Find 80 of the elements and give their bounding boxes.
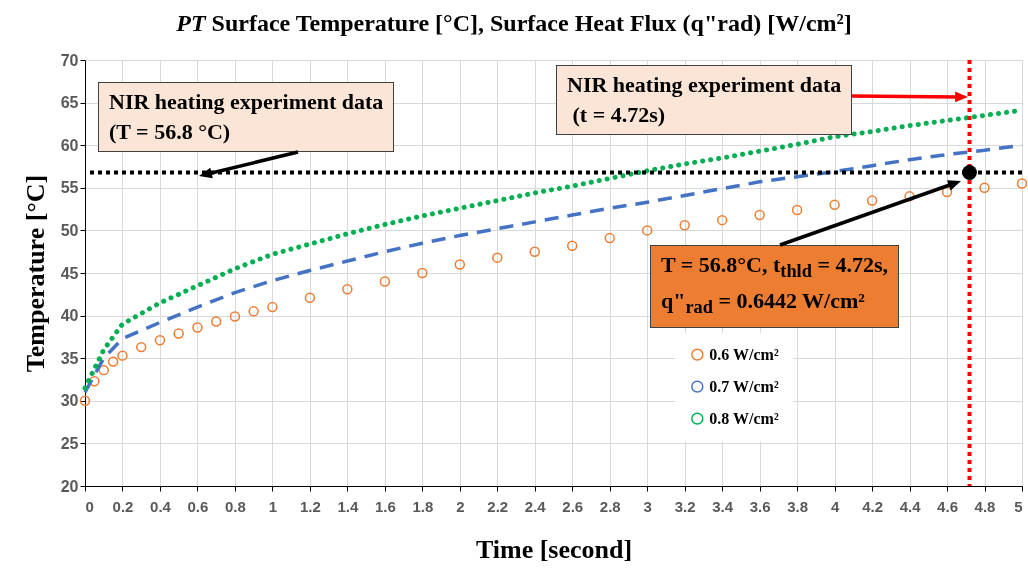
y-tick-label: 30: [60, 392, 79, 410]
legend-label: 0.8 W/cm²: [709, 409, 779, 427]
y-tick-label: 45: [60, 264, 79, 282]
point: [229, 311, 241, 322]
point: [248, 306, 259, 317]
point: [716, 214, 728, 226]
point: [304, 292, 316, 303]
x-axis-title: Time [second]: [475, 534, 633, 564]
x-tick-label: 0.6: [187, 497, 209, 515]
annotation: NIR heating experiment data (T = 56.8 °C): [109, 88, 384, 146]
y-tick-label: 25: [60, 434, 79, 452]
x-tick-label: 4.2: [862, 497, 884, 515]
point: [941, 186, 953, 198]
x-tick-label: 4.6: [937, 497, 958, 515]
y-tick-label: 50: [60, 221, 79, 239]
point: [754, 209, 765, 221]
point: [866, 195, 878, 206]
legend-label: 0.7 W/cm²: [709, 377, 779, 395]
point: [98, 364, 109, 376]
x-tick-label: 4.8: [974, 497, 996, 515]
point: [641, 225, 653, 236]
y-tick-label: 20: [60, 477, 79, 495]
point: [567, 240, 578, 251]
point: [79, 395, 91, 407]
point: [173, 328, 184, 339]
point: [791, 204, 803, 216]
y-tick-label: 70: [60, 51, 79, 69]
point: [904, 191, 915, 202]
x-tick-label: 0.2: [112, 497, 134, 515]
point: [154, 335, 166, 346]
x-tick-label: 1.2: [299, 497, 321, 515]
point: [604, 232, 615, 244]
legend-label: 0.6 W/cm²: [709, 345, 779, 363]
point: [117, 350, 128, 361]
x-tick-label: 2.6: [562, 497, 584, 515]
point: [89, 375, 100, 387]
x-tick-label: 1.6: [374, 497, 396, 515]
point: [1016, 178, 1028, 189]
x-tick-label: 4: [830, 497, 840, 515]
point: [492, 252, 503, 263]
x-tick-label: 3: [643, 497, 652, 515]
x-tick-label: 2.4: [524, 497, 547, 515]
x-tick-label: 2: [456, 497, 465, 515]
point: [529, 246, 540, 257]
x-tick-label: 2.8: [599, 497, 621, 515]
x-tick-label: 0.4: [150, 497, 172, 515]
point: [679, 220, 690, 231]
text: T = 56.8°C, t$_{thld}$ = 4.72s, q"$_{rad}$ = 0.6442 W/cm²: [661, 252, 889, 318]
point: [342, 283, 353, 295]
point: [962, 165, 977, 180]
y-tick-label: 40: [60, 307, 79, 325]
y-tick-label: 60: [60, 136, 79, 154]
point: [267, 301, 278, 313]
point: [107, 356, 119, 367]
point: [136, 341, 147, 353]
y-tick-label: 65: [60, 94, 79, 112]
annotation: NIR heating experiment data (t = 4.72s): [567, 71, 842, 129]
x-tick-label: 1.4: [337, 497, 359, 515]
y-tick-label: 35: [60, 349, 79, 367]
point: [979, 182, 990, 194]
point: [454, 259, 466, 270]
point: [417, 267, 428, 279]
x-tick-label: 4.4: [899, 497, 922, 515]
chart-title: PT Surface Temperature [°C], Surface Heat Flux (q"rad) [W/cm²]: [175, 10, 853, 37]
point: [829, 199, 840, 211]
x-tick-label: 1.8: [412, 497, 434, 515]
x-tick-label: 3.2: [674, 497, 696, 515]
point: [210, 316, 222, 327]
x-tick-label: 2.2: [487, 497, 509, 515]
y-tick-label: 55: [60, 179, 79, 197]
x-tick-label: 5: [1014, 497, 1023, 515]
x-tick-label: 3.4: [712, 497, 734, 515]
x-tick-label: 3.6: [749, 497, 771, 515]
y-axis-title: Temperature [°C]: [20, 174, 50, 373]
x-tick-label: 3.8: [787, 497, 809, 515]
point: [379, 276, 391, 287]
x-tick-label: 0: [85, 497, 94, 515]
point: [192, 322, 203, 333]
x-tick-label: 1: [268, 497, 278, 515]
x-tick-label: 0.8: [224, 497, 246, 515]
